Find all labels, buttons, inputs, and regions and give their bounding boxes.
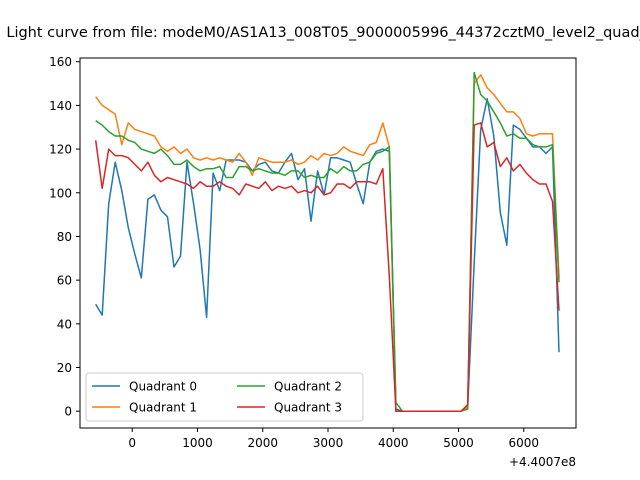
y-tick-label: 40 (57, 317, 72, 331)
y-tick-label: 160 (49, 55, 72, 69)
legend: Quadrant 0 Quadrant 1 Quadrant 2 Quadrant 3 (85, 372, 364, 422)
y-tick-label: 60 (57, 274, 72, 288)
legend-label-0: Quadrant 0 (129, 380, 197, 394)
series-line-3 (94, 122, 560, 412)
x-tick-label: 6000 (509, 436, 540, 450)
legend-label-3: Quadrant 3 (274, 401, 342, 415)
y-tick-label: 100 (49, 186, 72, 200)
x-offset-label: +4.4007e8 (509, 455, 576, 469)
series-line-1 (95, 74, 560, 412)
legend-label-1: Quadrant 1 (129, 401, 197, 415)
y-tick-label: 20 (57, 361, 72, 375)
x-tick-label: 5000 (443, 436, 474, 450)
x-axis: 0 1000 2000 3000 4000 5000 6000 (128, 428, 539, 450)
x-tick-label: 4000 (378, 436, 409, 450)
legend-label-2: Quadrant 2 (274, 380, 342, 394)
x-tick-label: 1000 (182, 436, 213, 450)
x-tick-label: 2000 (247, 436, 278, 450)
plot-lines (94, 71, 560, 412)
x-tick-label: 3000 (313, 436, 344, 450)
y-tick-label: 0 (64, 405, 72, 419)
y-tick-label: 120 (49, 143, 72, 157)
x-tick-label: 0 (128, 436, 136, 450)
legend-box (85, 372, 364, 422)
y-tick-label: 140 (49, 99, 72, 113)
y-axis: 0 20 40 60 80 100 120 140 160 (49, 55, 80, 419)
y-tick-label: 80 (57, 230, 72, 244)
chart-title: Light curve from file: modeM0/AS1A13_008… (6, 25, 640, 41)
series-line-2 (95, 71, 560, 412)
